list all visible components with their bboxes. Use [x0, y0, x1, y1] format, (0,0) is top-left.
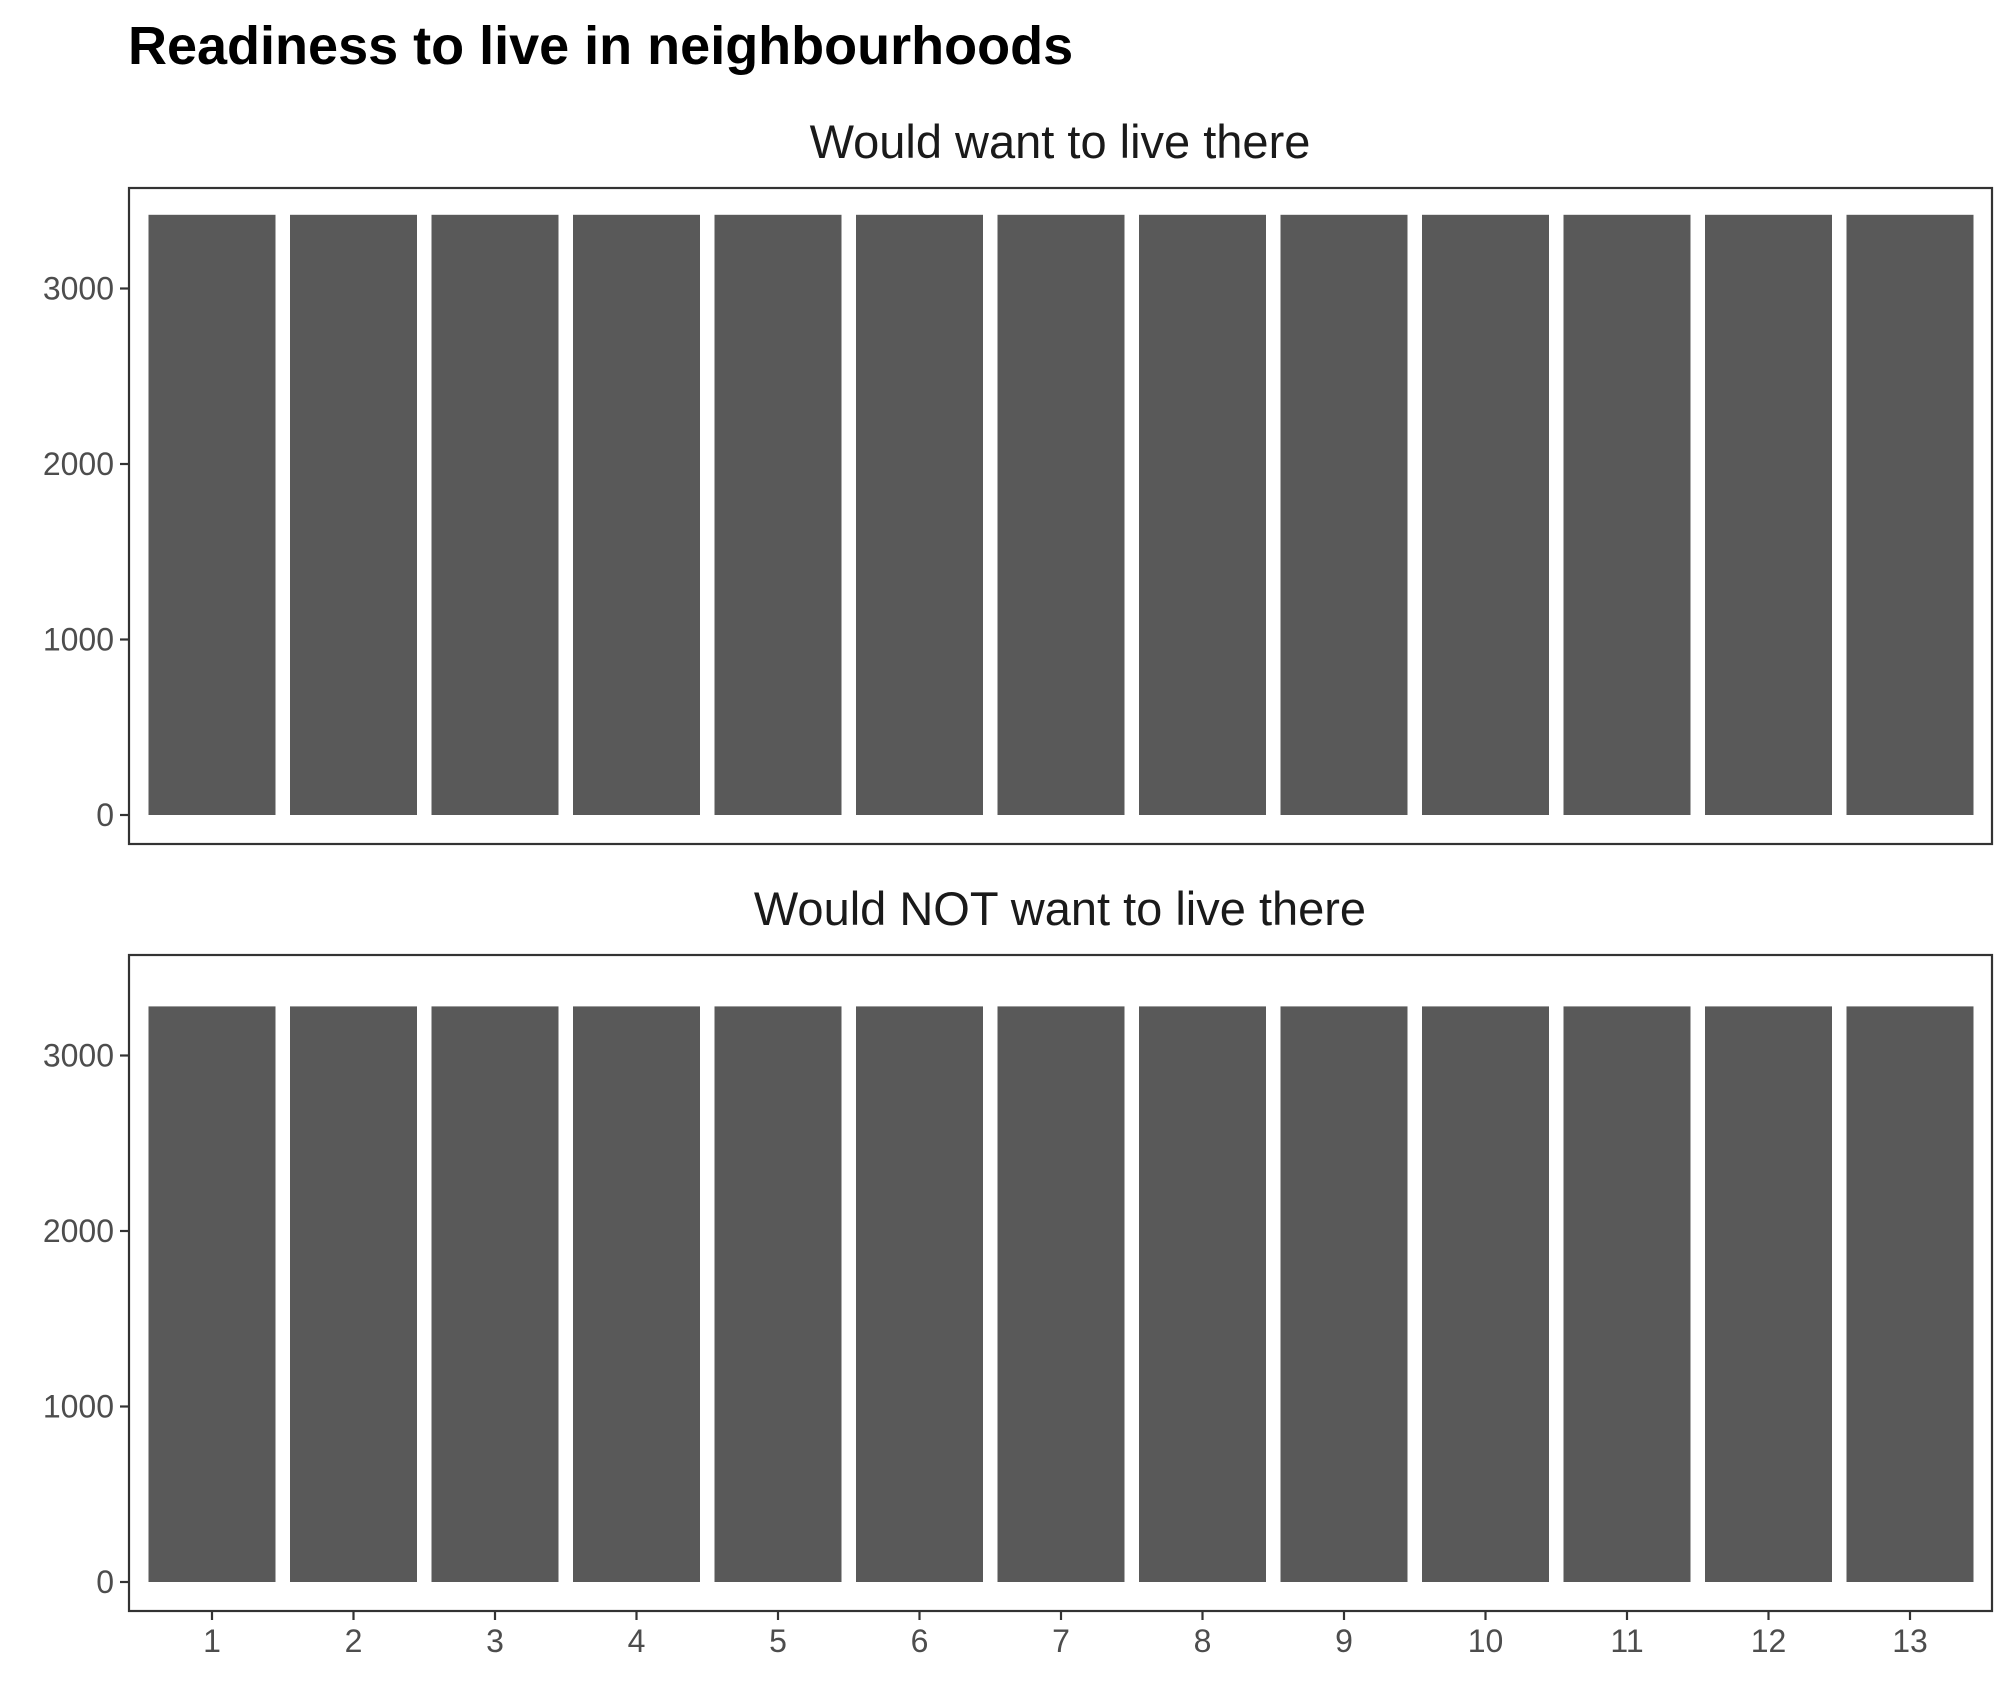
x-tick-label: 11	[1610, 1623, 1643, 1659]
bar-facet2-cat-4	[573, 1006, 700, 1582]
facet-2-bars	[148, 1006, 1974, 1582]
x-tick-label: 10	[1468, 1623, 1504, 1659]
bar-facet2-cat-6	[856, 1006, 983, 1582]
x-tick-label: 7	[1052, 1623, 1070, 1659]
facet-panel-1: Would want to live there 0 1000 2000 3000	[43, 115, 1994, 846]
y-tick-label: 1000	[43, 1389, 114, 1425]
x-tick-label: 4	[628, 1623, 646, 1659]
bar-facet1-cat-2	[290, 214, 417, 816]
bar-facet2-cat-13	[1846, 1006, 1974, 1582]
bar-facet2-cat-12	[1705, 1006, 1832, 1582]
bar-facet1-cat-12	[1705, 214, 1832, 816]
bar-facet2-cat-7	[997, 1006, 1125, 1582]
x-tick-label: 8	[1194, 1623, 1212, 1659]
y-tick-label: 0	[96, 1564, 114, 1600]
facet-1-bars	[148, 214, 1974, 816]
bar-facet2-cat-2	[290, 1006, 417, 1582]
y-tick-label: 1000	[43, 622, 114, 658]
x-tick-label: 13	[1892, 1623, 1928, 1659]
x-tick-label: 2	[345, 1623, 363, 1659]
x-tick-label: 3	[486, 1623, 504, 1659]
bar-facet2-cat-1	[148, 1006, 276, 1582]
y-tick-label: 3000	[43, 1038, 114, 1074]
x-tick-label: 6	[911, 1623, 929, 1659]
bar-facet2-cat-3	[431, 1006, 559, 1582]
bar-facet2-cat-11	[1563, 1006, 1691, 1582]
bar-facet2-cat-5	[714, 1006, 842, 1582]
bar-facet1-cat-7	[997, 214, 1125, 816]
bar-facet2-cat-9	[1280, 1006, 1408, 1582]
bar-facet1-cat-6	[856, 214, 983, 816]
x-tick-label: 9	[1335, 1623, 1353, 1659]
facet-label-1: Would want to live there	[810, 115, 1311, 168]
bar-facet2-cat-8	[1139, 1006, 1266, 1582]
y-tick-label: 0	[96, 797, 114, 833]
x-tick-label: 12	[1751, 1623, 1787, 1659]
chart-title: Readiness to live in neighbourhoods	[128, 16, 1073, 76]
bar-facet2-cat-10	[1422, 1006, 1549, 1582]
bar-facet1-cat-1	[148, 214, 276, 816]
x-tick-label: 1	[203, 1623, 221, 1659]
facet-2-y-axis: 0 1000 2000 3000	[43, 1038, 129, 1600]
facet-panel-1-border	[127, 186, 1994, 846]
x-axis: 1 2 3 4 5 6 7 8 9 10 11 12 13	[203, 1611, 1928, 1659]
bar-facet1-cat-8	[1139, 214, 1266, 816]
x-tick-label: 5	[769, 1623, 787, 1659]
bar-facet1-cat-5	[714, 214, 842, 816]
bar-facet1-cat-3	[431, 214, 559, 816]
bar-facet1-cat-13	[1846, 214, 1974, 816]
bar-facet1-cat-4	[573, 214, 700, 816]
facet-1-y-axis: 0 1000 2000 3000	[43, 271, 129, 833]
bar-facet1-cat-10	[1422, 214, 1549, 816]
y-tick-label: 2000	[43, 1213, 114, 1249]
facet-label-2: Would NOT want to live there	[754, 882, 1366, 935]
facet-panel-2: Would NOT want to live there 0 1000 2000 30…	[43, 882, 1994, 1613]
y-tick-label: 2000	[43, 446, 114, 482]
bar-facet1-cat-9	[1280, 214, 1408, 816]
bar-facet1-cat-11	[1563, 214, 1691, 816]
y-tick-label: 3000	[43, 271, 114, 307]
